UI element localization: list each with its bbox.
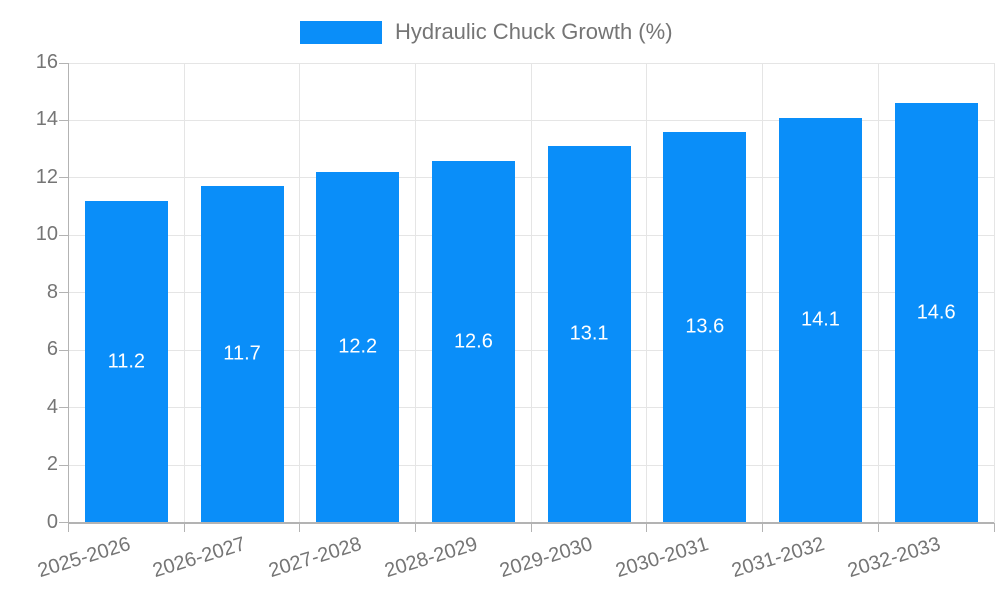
gridline-vertical [530,63,532,523]
x-axis-tick [183,522,185,532]
y-tick-label: 6 [46,338,58,361]
x-axis-tick [68,522,69,532]
y-axis-tick [58,62,69,64]
bar-2027-2028 [316,172,400,523]
x-tick-label: 2030-2031 [613,533,712,583]
y-axis-tick [58,292,69,294]
y-axis-tick [58,522,69,523]
x-tick-label: 2032-2033 [844,533,943,583]
bar-value-label: 13.6 [685,315,725,338]
y-axis-line [68,63,69,523]
x-axis-tick [299,522,301,532]
y-axis-tick [58,464,69,466]
bar-value-label: 12.2 [338,335,378,358]
x-axis-tick [530,522,532,532]
x-tick-label: 2027-2028 [266,533,365,583]
x-tick-label: 2031-2032 [728,533,827,583]
x-axis-tick [993,522,995,532]
bar-2032-2033 [894,103,978,523]
x-axis-tick [877,522,879,532]
y-axis-tick [58,407,69,409]
x-axis-tick [762,522,764,532]
gridline-vertical [993,63,995,523]
legend-swatch [300,20,382,44]
bar-value-label: 13.1 [569,322,609,345]
bar-2030-2031 [663,131,747,523]
gridline-vertical [415,63,417,523]
legend-label: Hydraulic Chuck Growth (%) [395,19,673,44]
bar-value-label: 14.1 [801,308,840,331]
x-tick-label: 2028-2029 [381,533,480,583]
bar-2025-2026 [84,200,168,523]
x-tick-label: 2029-2030 [497,533,596,583]
bar-2029-2030 [547,146,631,523]
y-axis-tick [58,177,69,179]
x-axis-tick [415,522,417,532]
y-axis-tick [58,234,69,236]
y-tick-label: 4 [46,395,58,418]
bar-value-label: 11.2 [107,350,146,373]
x-tick-label: 2025-2026 [34,533,133,583]
y-axis-tick [58,349,69,351]
bar-2028-2029 [431,160,515,523]
x-axis-tick [646,522,648,532]
gridline-vertical [762,63,764,523]
gridline-vertical [183,63,185,523]
y-axis-tick [58,119,69,121]
gridline-vertical [877,63,879,523]
chart-legend-item[interactable]: Hydraulic Chuck Growth (%) [300,19,673,45]
bar-value-label: 12.6 [453,330,493,353]
y-tick-label: 16 [35,51,58,74]
y-tick-label: 0 [46,510,58,533]
bar-2026-2027 [200,186,284,523]
gridline-vertical [299,63,301,523]
y-tick-label: 12 [35,165,58,188]
x-axis-line [68,521,994,524]
gridline-vertical [646,63,648,523]
y-tick-label: 8 [46,280,58,303]
y-tick-label: 2 [46,453,58,476]
x-tick-label: 2026-2027 [150,533,249,583]
bar-value-label: 11.7 [223,342,261,365]
bar-value-label: 14.6 [916,301,956,324]
bar-2031-2032 [778,117,862,523]
y-tick-label: 10 [35,223,58,246]
y-tick-label: 14 [35,108,58,131]
